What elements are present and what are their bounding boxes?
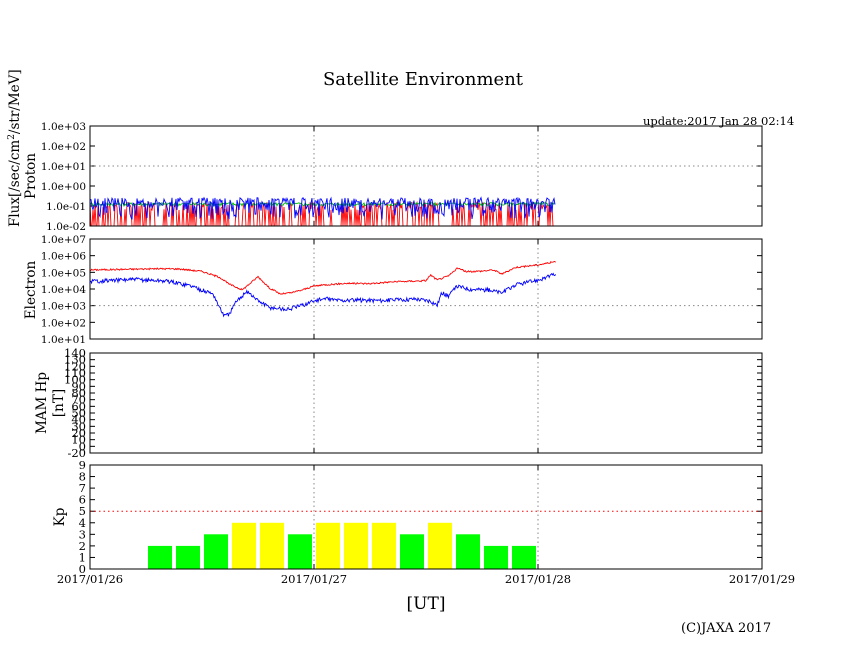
kp-bar <box>456 534 480 569</box>
x-tick-label: 2017/01/27 <box>281 572 347 586</box>
mam-label: MAM Hp <box>34 372 50 434</box>
mam-ytick-label: 50 <box>71 406 86 420</box>
mam-ytick-label: 0 <box>79 439 86 453</box>
kp-ytick-label: 6 <box>79 493 86 507</box>
mam-ytick-label: 10 <box>71 433 86 447</box>
x-axis-label: [UT] <box>406 594 446 614</box>
kp-label: Kp <box>52 508 68 527</box>
kp-bar <box>512 545 536 569</box>
electron-red-line <box>89 261 556 295</box>
flux-label-tail: /str/MeV] <box>7 69 23 134</box>
kp-ytick-label: 2 <box>79 539 86 553</box>
electron-ytick-label: 1.0e+07 <box>41 234 86 246</box>
mam-ytick-label: 40 <box>71 413 86 427</box>
flux-label-sup: 2 <box>7 134 17 140</box>
mam-panel <box>89 352 763 454</box>
kp-ytick-label: 1 <box>79 550 86 564</box>
kp-bar <box>288 534 312 569</box>
kp-bar <box>316 522 340 569</box>
mam-ytick-label: 20 <box>71 426 86 440</box>
proton-ytick-label: 1.0e-02 <box>46 221 86 233</box>
mam-ytick-label: 80 <box>71 386 86 400</box>
update-timestamp: update:2017 Jan 28 02:14 <box>643 114 795 128</box>
electron-frame <box>89 238 763 340</box>
kp-ytick-label: 3 <box>79 527 86 541</box>
flux-label-main: Flux[/sec/cm <box>7 140 23 227</box>
mam-ytick-label: 30 <box>71 419 86 433</box>
mam-ytick-label: 130 <box>64 353 86 367</box>
kp-ytick-label: 7 <box>79 481 86 495</box>
proton-blue-line <box>89 196 556 220</box>
kp-ytick-label: 0 <box>79 562 86 576</box>
kp-bar <box>344 522 368 569</box>
proton-panel <box>89 125 763 227</box>
proton-ytick-label: 1.0e+02 <box>41 141 86 153</box>
x-tick-label: 2017/01/28 <box>505 572 571 586</box>
kp-bar <box>428 522 452 569</box>
mam-ytick-label: 100 <box>64 373 86 387</box>
kp-bar <box>372 522 396 569</box>
kp-bar <box>260 522 284 569</box>
electron-panel <box>89 238 763 340</box>
mam-ytick-label: 140 <box>64 346 86 360</box>
kp-bar <box>484 545 508 569</box>
mam-frame <box>89 352 763 454</box>
mam-ytick-label: 70 <box>71 393 86 407</box>
mam-ytick-label: 90 <box>71 379 86 393</box>
kp-frame <box>89 464 763 570</box>
electron-ytick-label: 1.0e+06 <box>41 251 86 263</box>
kp-ytick-label: 5 <box>79 504 86 518</box>
kp-bar <box>400 534 424 569</box>
electron-ytick-label: 1.0e+02 <box>41 317 86 329</box>
proton-label: Proton <box>23 153 39 199</box>
electron-blue-line <box>89 272 556 318</box>
electron-ytick-label: 1.0e+04 <box>41 284 86 296</box>
kp-bar <box>148 545 172 569</box>
proton-ytick-label: 1.0e-01 <box>46 201 86 213</box>
electron-ytick-label: 1.0e+03 <box>41 301 86 313</box>
kp-bar <box>204 534 228 569</box>
mam-ytick-label: 60 <box>71 399 86 413</box>
x-tick-label: 2017/01/26 <box>57 572 123 586</box>
electron-ytick-label: 1.0e+05 <box>41 267 86 279</box>
kp-panel <box>89 464 763 570</box>
proton-ytick-label: 1.0e+01 <box>41 161 86 173</box>
figure-title: Satellite Environment <box>322 69 524 90</box>
x-tick-label: 2017/01/29 <box>729 572 795 586</box>
kp-bar <box>232 522 256 569</box>
flux-axis-label: Flux[/sec/cm2/str/MeV] <box>7 69 23 227</box>
kp-ytick-label: 4 <box>79 516 86 530</box>
proton-ytick-label: 1.0e+00 <box>41 181 86 193</box>
mam-unit-label: [nT] <box>51 389 67 417</box>
kp-ytick-label: 8 <box>79 470 86 484</box>
mam-ytick-label: -20 <box>67 446 86 460</box>
kp-bar <box>176 545 200 569</box>
copyright: (C)JAXA 2017 <box>681 621 772 636</box>
mam-ytick-label: 110 <box>64 366 86 380</box>
proton-ytick-label: 1.0e+03 <box>41 121 86 133</box>
proton-frame <box>89 125 763 227</box>
electron-label: Electron <box>23 260 39 319</box>
mam-ytick-label: 120 <box>64 359 86 373</box>
kp-ytick-label: 9 <box>79 458 86 472</box>
electron-ytick-label: 1.0e+01 <box>41 334 86 346</box>
